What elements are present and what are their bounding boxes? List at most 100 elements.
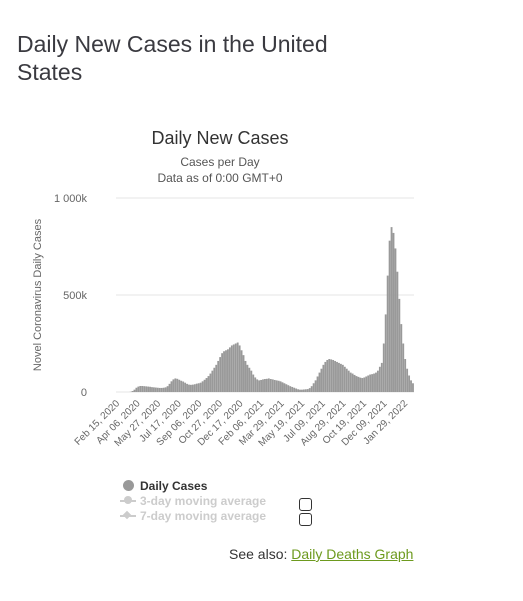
daily-cases-bar[interactable] — [223, 351, 225, 392]
daily-cases-bar[interactable] — [264, 379, 266, 392]
daily-cases-bar[interactable] — [347, 370, 350, 392]
daily-cases-bar[interactable] — [178, 379, 181, 392]
daily-cases-bar[interactable] — [369, 374, 372, 392]
daily-cases-bar[interactable] — [295, 388, 298, 392]
daily-cases-bar[interactable] — [386, 275, 389, 392]
daily-cases-bar[interactable] — [410, 380, 412, 392]
daily-cases-bar[interactable] — [143, 386, 146, 392]
daily-cases-bar[interactable] — [207, 376, 210, 392]
daily-cases-bar[interactable] — [151, 387, 153, 392]
daily-cases-bar[interactable] — [190, 384, 192, 392]
daily-cases-bar[interactable] — [320, 368, 323, 392]
daily-cases-bar[interactable] — [408, 375, 411, 392]
daily-cases-bar[interactable] — [258, 380, 261, 392]
daily-cases-bar[interactable] — [139, 385, 142, 392]
daily-cases-bar[interactable] — [246, 364, 249, 392]
daily-cases-bar[interactable] — [394, 248, 397, 392]
daily-cases-bar[interactable] — [279, 381, 282, 392]
daily-cases-bar[interactable] — [133, 389, 136, 392]
daily-cases-bar[interactable] — [227, 349, 229, 392]
daily-cases-bar[interactable] — [351, 373, 354, 392]
daily-cases-bar[interactable] — [334, 360, 336, 392]
daily-cases-bar[interactable] — [158, 387, 161, 392]
daily-cases-bar[interactable] — [162, 387, 165, 392]
daily-cases-bar[interactable] — [191, 384, 194, 392]
daily-cases-bar[interactable] — [308, 388, 311, 392]
daily-cases-bar[interactable] — [203, 379, 206, 392]
daily-cases-bar[interactable] — [265, 378, 268, 392]
daily-cases-bar[interactable] — [234, 343, 237, 393]
daily-cases-bar[interactable] — [195, 383, 198, 392]
daily-cases-bar[interactable] — [230, 345, 233, 392]
daily-cases-bar[interactable] — [376, 370, 379, 392]
daily-cases-bar[interactable] — [367, 375, 370, 392]
daily-cases-bar[interactable] — [291, 386, 294, 392]
daily-cases-bar[interactable] — [174, 378, 177, 392]
daily-cases-bar[interactable] — [254, 377, 257, 392]
daily-cases-bar[interactable] — [193, 384, 196, 392]
daily-cases-bar[interactable] — [371, 374, 373, 392]
daily-cases-bar[interactable] — [402, 343, 405, 393]
daily-cases-bar[interactable] — [141, 385, 144, 392]
daily-cases-bar[interactable] — [318, 372, 321, 392]
daily-cases-bar[interactable] — [238, 345, 241, 392]
daily-cases-bar[interactable] — [149, 386, 151, 392]
daily-cases-bar[interactable] — [164, 387, 167, 392]
daily-cases-bar[interactable] — [349, 372, 352, 392]
daily-cases-bar[interactable] — [201, 381, 204, 392]
daily-cases-bar[interactable] — [336, 361, 338, 392]
daily-cases-bar[interactable] — [392, 232, 395, 392]
daily-cases-bar[interactable] — [154, 387, 157, 392]
daily-cases-bar[interactable] — [131, 391, 134, 392]
daily-cases-bar[interactable] — [332, 359, 335, 392]
daily-cases-bar[interactable] — [215, 364, 218, 392]
daily-cases-bar[interactable] — [297, 389, 299, 392]
daily-cases-bar[interactable] — [304, 389, 307, 392]
daily-deaths-graph-link[interactable]: Daily Deaths Graph — [291, 546, 414, 562]
daily-cases-bar[interactable] — [182, 381, 185, 392]
daily-cases-bar[interactable] — [382, 343, 385, 393]
daily-cases-bar[interactable] — [168, 383, 171, 392]
daily-cases-bar[interactable] — [412, 383, 414, 392]
daily-cases-bar[interactable] — [289, 386, 292, 392]
daily-cases-bar[interactable] — [283, 383, 286, 392]
daily-cases-bar[interactable] — [338, 362, 340, 392]
daily-cases-bar[interactable] — [252, 374, 255, 392]
checkbox-7-day-average[interactable] — [299, 513, 312, 526]
daily-cases-bar[interactable] — [373, 373, 375, 392]
daily-cases-bar[interactable] — [176, 378, 179, 392]
daily-cases-bar[interactable] — [343, 366, 346, 392]
legend-item-daily-cases[interactable]: Daily Cases — [118, 478, 266, 493]
daily-cases-bar[interactable] — [147, 386, 150, 392]
daily-cases-bar[interactable] — [228, 347, 231, 392]
daily-cases-bar[interactable] — [293, 387, 296, 392]
daily-cases-bar[interactable] — [285, 384, 288, 392]
daily-cases-bar[interactable] — [269, 379, 272, 392]
daily-cases-bar[interactable] — [217, 360, 220, 392]
daily-cases-bar[interactable] — [406, 368, 409, 392]
daily-cases-bar[interactable] — [380, 362, 383, 392]
daily-cases-bar[interactable] — [199, 382, 202, 392]
daily-cases-bar[interactable] — [316, 376, 319, 392]
daily-cases-bar[interactable] — [281, 382, 284, 392]
daily-cases-bar[interactable] — [353, 374, 356, 392]
daily-cases-bar[interactable] — [299, 389, 301, 392]
daily-cases-bar[interactable] — [345, 368, 348, 392]
daily-cases-bar[interactable] — [244, 360, 247, 392]
daily-cases-bar[interactable] — [137, 386, 140, 392]
daily-cases-bar[interactable] — [273, 379, 276, 392]
daily-cases-bar[interactable] — [267, 378, 270, 392]
daily-cases-bar[interactable] — [260, 379, 262, 392]
daily-cases-bar[interactable] — [339, 363, 342, 392]
daily-cases-bar[interactable] — [312, 383, 315, 392]
daily-cases-bar[interactable] — [384, 314, 387, 392]
daily-cases-bar[interactable] — [211, 370, 214, 392]
daily-cases-bar[interactable] — [180, 380, 183, 392]
daily-cases-bar[interactable] — [271, 379, 274, 392]
daily-cases-bar[interactable] — [156, 387, 159, 392]
daily-cases-bar[interactable] — [330, 359, 333, 392]
daily-cases-bar[interactable] — [365, 376, 368, 392]
daily-cases-bar[interactable] — [341, 364, 344, 392]
daily-cases-bar[interactable] — [197, 383, 200, 392]
daily-cases-bar[interactable] — [170, 381, 173, 392]
